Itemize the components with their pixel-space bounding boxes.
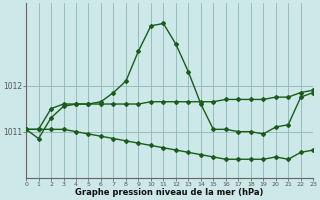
X-axis label: Graphe pression niveau de la mer (hPa): Graphe pression niveau de la mer (hPa) <box>76 188 264 197</box>
